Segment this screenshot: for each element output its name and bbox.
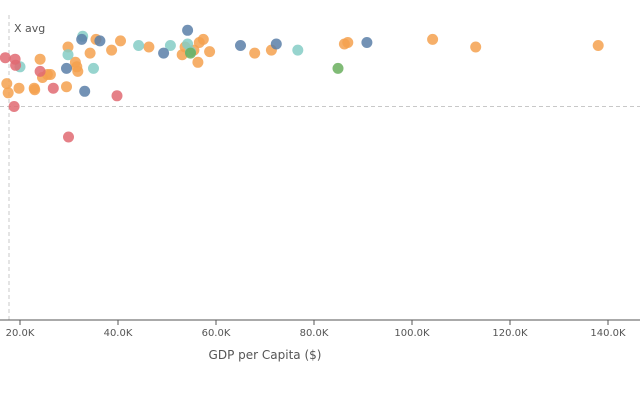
data-point (63, 131, 74, 143)
data-point (62, 41, 74, 53)
x-average-label: X avg (14, 22, 45, 35)
data-point (61, 62, 72, 74)
data-point (34, 53, 46, 65)
data-point (115, 35, 126, 47)
data-point (61, 81, 72, 93)
data-point (111, 90, 123, 102)
data-point (34, 65, 46, 77)
data-point (592, 40, 604, 51)
x-tick-label: 120.0K (492, 328, 528, 339)
data-point (47, 82, 59, 94)
data-point (235, 40, 246, 51)
data-point (62, 49, 74, 61)
data-point (8, 101, 20, 112)
data-point (76, 33, 88, 45)
x-tick-label: 140.0K (590, 328, 626, 339)
data-points (0, 24, 604, 143)
data-point (29, 84, 41, 96)
data-point (88, 62, 99, 74)
data-point (204, 46, 216, 58)
data-point (84, 47, 96, 59)
data-point (143, 41, 155, 53)
x-axis-title: GDP per Capita ($) (209, 348, 322, 362)
data-point (164, 40, 176, 51)
data-point (249, 47, 261, 59)
data-point (79, 85, 91, 97)
data-point (197, 33, 209, 45)
x-tick-label: 100.0K (394, 328, 430, 339)
data-point (158, 47, 170, 59)
data-point (0, 52, 11, 64)
data-point (292, 44, 304, 56)
data-point (185, 47, 196, 59)
data-point (94, 35, 106, 47)
x-tick-label: 40.0K (104, 328, 133, 339)
data-point (1, 78, 13, 90)
x-axis-ticks: 20.0K 40.0K 60.0K 80.0K 100.0K 120.0K 140.0K (6, 320, 626, 339)
data-point (270, 38, 282, 50)
data-point (133, 40, 145, 51)
x-tick-label: 20.0K (6, 328, 35, 339)
data-point (470, 41, 482, 53)
data-point (342, 37, 354, 48)
x-tick-label: 80.0K (300, 328, 329, 339)
data-point (71, 61, 83, 73)
x-tick-label: 60.0K (202, 328, 231, 339)
data-point (2, 87, 14, 99)
data-point (182, 24, 194, 36)
data-point (44, 69, 56, 80)
data-point (361, 37, 373, 48)
data-point (10, 59, 22, 71)
data-point (192, 56, 204, 68)
data-point (106, 44, 118, 56)
data-point (427, 33, 439, 45)
data-point (332, 62, 344, 74)
data-point (13, 82, 25, 94)
